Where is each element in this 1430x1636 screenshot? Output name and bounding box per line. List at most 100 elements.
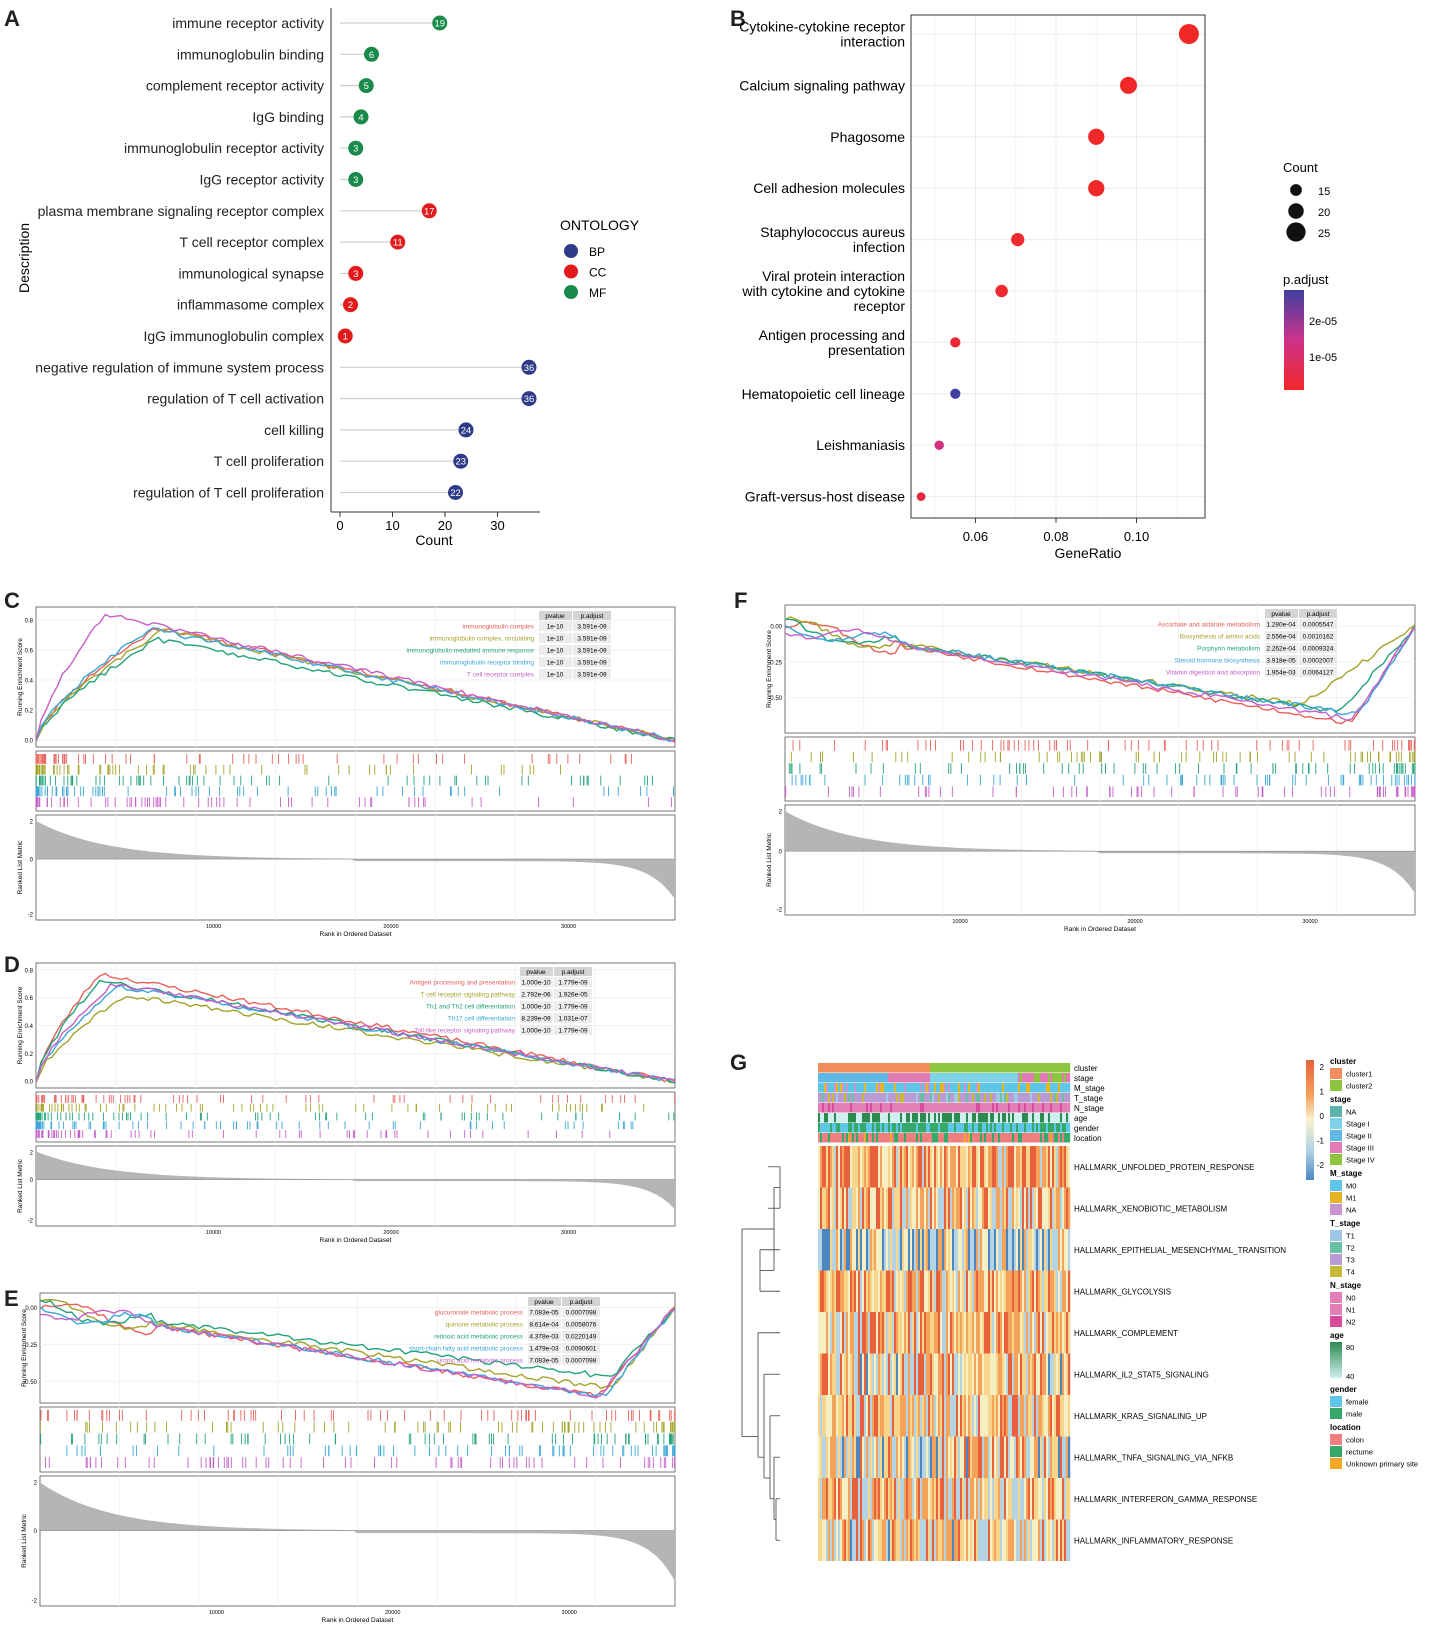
g-annotation-cell	[836, 1103, 839, 1113]
g-heatmap-cell	[1008, 1436, 1011, 1478]
g-heatmap-cell	[920, 1312, 923, 1354]
b-row-label: Calcium signaling pathway	[739, 77, 905, 93]
gsea-table-cell-bg	[554, 989, 592, 999]
a-dot	[343, 297, 358, 313]
g-annotation-cell	[1048, 1123, 1051, 1133]
gsea-ylabel2: Ranked List Metric	[766, 832, 773, 887]
gsea-table-pvalue: 1e-10	[547, 672, 564, 679]
g-heatmap-cell	[896, 1187, 899, 1229]
g-annotation-cell	[978, 1063, 981, 1073]
g-heatmap-cell	[840, 1312, 843, 1354]
g-heatmap-cell	[988, 1229, 991, 1271]
g-heatmap-cell	[862, 1436, 865, 1478]
g-heatmap-cell	[1010, 1270, 1013, 1312]
g-heatmap-cell	[1008, 1229, 1011, 1271]
g-annotation-cell	[1010, 1073, 1013, 1083]
g-annotation-cell	[834, 1073, 837, 1083]
g-heatmap-cell	[886, 1436, 889, 1478]
g-heatmap-cell	[888, 1436, 891, 1478]
g-heatmap-cell	[892, 1478, 895, 1520]
g-annotation-cell	[1064, 1123, 1067, 1133]
g-heatmap-cell	[954, 1436, 957, 1478]
g-heatmap-cell	[958, 1229, 961, 1271]
g-annotation-cell	[1014, 1133, 1017, 1143]
gsea-xtick-label: 30000	[1302, 919, 1317, 925]
g-annotation-cell	[938, 1123, 941, 1133]
a-dot-label: 19	[434, 19, 445, 30]
g-annotation-cell	[908, 1093, 911, 1103]
g-legend-label: Stage II	[1346, 1132, 1372, 1141]
g-annotation-cell	[850, 1113, 853, 1123]
g-heatmap-cell	[850, 1478, 853, 1520]
gsea-table-cell-bg	[539, 621, 572, 631]
g-annotation-cell	[1066, 1073, 1069, 1083]
g-legend-label: NA	[1346, 1108, 1356, 1117]
g-heatmap-cell	[886, 1519, 889, 1561]
g-annotation-label: gender	[1074, 1124, 1099, 1133]
g-heatmap-cell	[922, 1312, 925, 1354]
g-heatmap-cell	[1060, 1353, 1063, 1395]
g-heatmap-cell	[960, 1395, 963, 1437]
g-heatmap-cell	[826, 1436, 829, 1478]
gsea-table-cell-bg	[554, 1013, 592, 1023]
g-heatmap-cell	[1062, 1146, 1065, 1188]
g-heatmap-cell	[1064, 1353, 1067, 1395]
g-legend-title: gender	[1330, 1385, 1357, 1394]
g-heatmap-cell	[870, 1270, 873, 1312]
g-heatmap-cell	[970, 1353, 973, 1395]
g-annotation-cell	[884, 1063, 887, 1073]
g-annotation-cell	[984, 1093, 987, 1103]
g-heatmap-cell	[1058, 1270, 1061, 1312]
a-dot-label: 3	[353, 175, 358, 186]
g-annotation-cell	[894, 1103, 897, 1113]
g-heatmap-cell	[1018, 1395, 1021, 1437]
g-heatmap-cell	[932, 1395, 935, 1437]
g-annotation-cell	[1000, 1123, 1003, 1133]
g-annotation-cell	[972, 1113, 975, 1123]
g-heatmap-cell	[882, 1229, 885, 1271]
g-heatmap-cell	[870, 1395, 873, 1437]
g-heatmap-cell	[838, 1229, 841, 1271]
g-heatmap-cell	[1032, 1436, 1035, 1478]
g-heatmap-cell	[992, 1229, 995, 1271]
g-heatmap-cell	[984, 1436, 987, 1478]
g-heatmap-cell	[966, 1436, 969, 1478]
g-annotation-cell	[848, 1083, 851, 1093]
g-annotation-cell	[892, 1103, 895, 1113]
g-annotation-cell	[1064, 1113, 1067, 1123]
g-heatmap-cell	[958, 1478, 961, 1520]
g-heatmap-cell	[984, 1395, 987, 1437]
g-heatmap-cell	[854, 1353, 857, 1395]
g-heatmap-cell	[826, 1519, 829, 1561]
g-annotation-cell	[824, 1133, 827, 1143]
gsea-table-term: Vitamin digestion and absorption	[1166, 670, 1261, 677]
g-annotation-cell	[958, 1113, 961, 1123]
gsea-table-cell-bg	[520, 1025, 553, 1035]
g-annotation-label: N_stage	[1074, 1104, 1104, 1113]
g-heatmap-cell	[1012, 1519, 1015, 1561]
g-annotation-cell	[1044, 1133, 1047, 1143]
g-heatmap-cell	[1006, 1229, 1009, 1271]
g-heatmap-cell	[858, 1312, 861, 1354]
a-legend-label: CC	[589, 266, 607, 280]
g-legend-label: 40	[1346, 1372, 1354, 1381]
g-heatmap-cell	[964, 1146, 967, 1188]
g-annotation-cell	[888, 1083, 891, 1093]
g-heatmap-cell	[956, 1187, 959, 1229]
g-heatmap-cell	[1016, 1229, 1019, 1271]
gsea-xtick-label: 10000	[952, 919, 967, 925]
g-heatmap-cell	[1000, 1270, 1003, 1312]
g-heatmap-cell	[922, 1436, 925, 1478]
g-heatmap-cell	[972, 1187, 975, 1229]
g-heatmap-cell	[904, 1353, 907, 1395]
g-heatmap-cell	[860, 1270, 863, 1312]
g-annotation-cell	[1002, 1123, 1005, 1133]
g-annotation-cell	[964, 1083, 967, 1093]
g-annotation-cell	[1052, 1083, 1055, 1093]
g-heatmap-cell	[968, 1519, 971, 1561]
g-annotation-cell	[1024, 1123, 1027, 1133]
g-annotation-cell	[1026, 1113, 1029, 1123]
g-heatmap-cell	[1066, 1395, 1069, 1437]
g-heatmap-cell	[950, 1146, 953, 1188]
g-annotation-cell	[858, 1133, 861, 1143]
